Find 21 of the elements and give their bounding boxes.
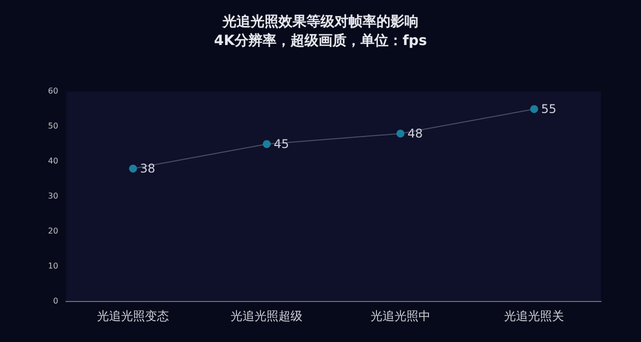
x-tick-label: 光追光照超级	[230, 308, 303, 323]
y-tick-label: 30	[48, 192, 58, 201]
y-tick-label: 20	[48, 226, 58, 236]
y-tick-label: 10	[48, 262, 58, 271]
data-label: 45	[274, 137, 290, 152]
data-label: 55	[541, 102, 556, 116]
x-tick-label: 光追光照中	[370, 308, 430, 323]
x-tick-label: 光追光照关	[504, 308, 564, 323]
point	[530, 105, 538, 114]
point	[262, 140, 271, 148]
data-label: 48	[407, 126, 423, 141]
y-tick-label: 60	[48, 86, 58, 96]
data-label: 38	[140, 162, 156, 176]
y-tick-label: 50	[48, 122, 58, 131]
point	[129, 164, 138, 173]
chart-subtitle: 4K分辨率，超级画质，单位：fps	[214, 32, 428, 49]
chart-title: 光追光照效果等级对帧率的影响	[222, 13, 418, 30]
x-tick-label: 光追光照变态	[97, 308, 170, 323]
point	[396, 130, 404, 138]
y-tick-label: 40	[48, 156, 58, 166]
y-tick-label: 0	[53, 296, 58, 306]
